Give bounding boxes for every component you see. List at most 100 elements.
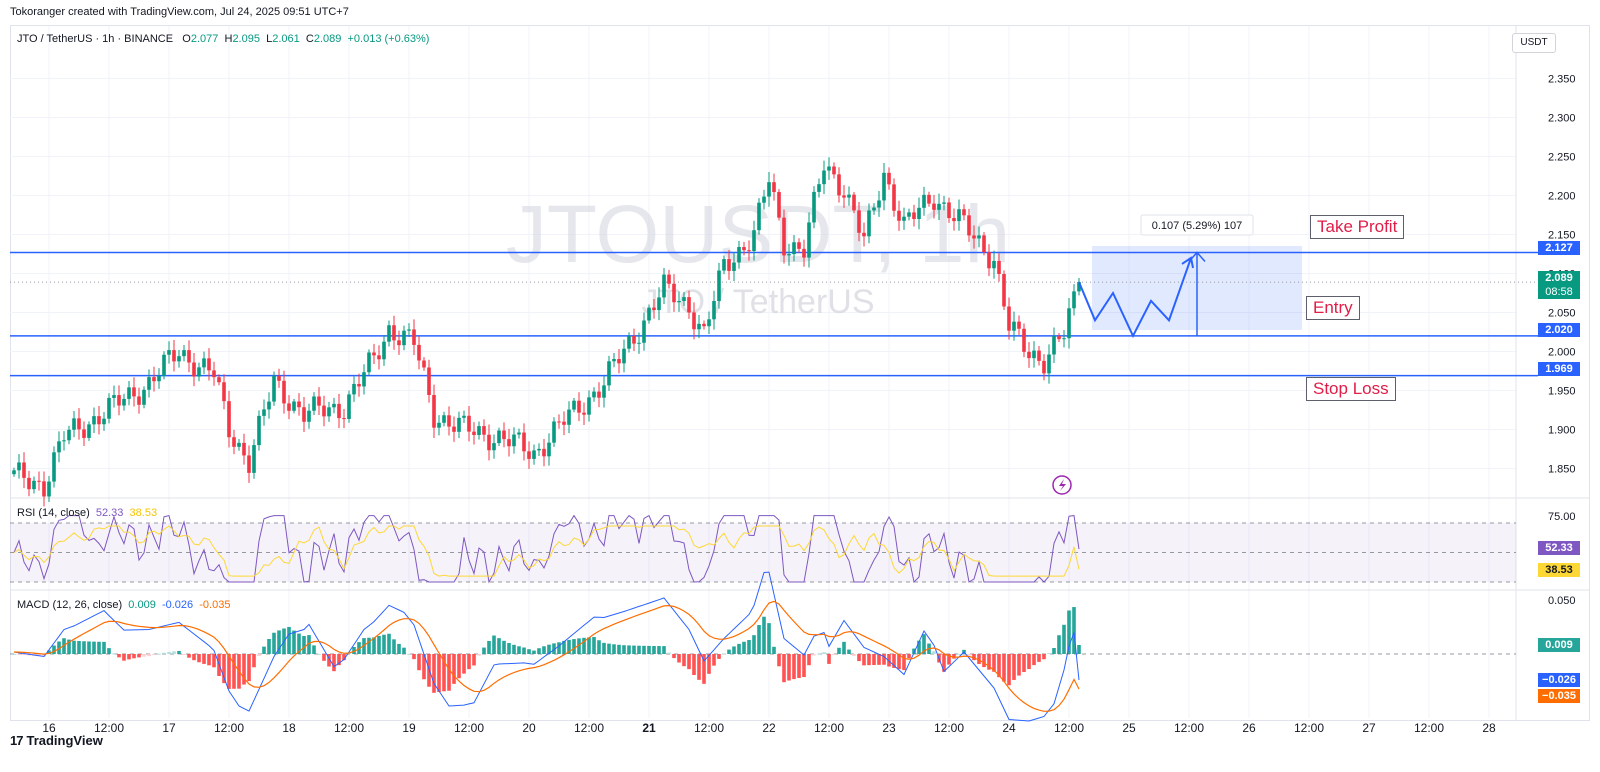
candle [132,387,136,397]
candle [702,323,706,327]
macd-histogram-bar [497,638,501,654]
macd-histogram-bar [817,653,821,655]
macd-histogram-bar [917,640,921,654]
candle [507,439,511,447]
macd-histogram-bar [1002,654,1006,682]
macd-histogram-bar [537,648,541,654]
candle [542,448,546,457]
macd-histogram-bar [47,650,51,654]
macd-histogram-bar [142,654,146,657]
candle [522,432,526,452]
macd-histogram-bar [662,646,666,654]
close-value: 2.089 [313,33,342,45]
macd-histogram-bar [232,654,236,689]
candle [477,426,481,436]
macd-histogram-bar [787,654,791,681]
macd-histogram-bar [562,640,566,654]
measure-text: 0.107 (5.29%) 107 [1152,220,1243,232]
candle [342,418,346,420]
projection-path [1078,251,1206,339]
macd-histogram-bar [17,654,21,655]
candle [612,358,616,362]
macd-histogram-bar [797,654,801,678]
candle [712,301,716,320]
macd-histogram-bar [467,654,471,670]
macd-histogram-bar [52,645,56,654]
candle [217,377,221,383]
macd-histogram-bar [137,654,141,658]
macd-histogram-bar [1067,610,1071,654]
symbol-name[interactable]: JTO / TetherUS · 1h · BINANCE [17,33,174,45]
macd-histogram-bar [207,654,211,666]
candle [322,405,326,417]
candle [697,323,701,330]
macd-histogram-bar [982,654,986,668]
macd-histogram-bar [1027,654,1031,670]
rsi-tag: 52.33 [1538,541,1580,555]
macd-line [13,571,1080,722]
candle [717,270,721,302]
macd-histogram-bar [872,654,876,665]
macd-histogram-bar [72,640,76,654]
candle [472,431,476,436]
time-tick-label: 12:00 [454,721,484,735]
time-tick-label: 12:00 [574,721,604,735]
candle [417,344,421,361]
macd-histogram-bar [1042,654,1046,660]
candle [537,448,541,451]
candle [997,260,1001,274]
macd-histogram-bar [297,633,301,654]
candle [187,350,191,363]
macd-histogram-bar [912,648,916,654]
macd-histogram-bar [812,654,816,656]
candle [567,409,571,425]
macd-histogram-bar [632,645,636,654]
macd-histogram-bar [707,654,711,674]
candle [262,409,266,416]
candle [557,421,561,423]
candle [362,372,366,387]
candle [662,274,666,298]
tradingview-logo[interactable]: 17 TradingView [10,733,103,748]
currency-button[interactable]: USDT [1512,33,1556,53]
macd-histogram-bar [252,654,256,668]
candle [747,250,751,252]
macd-histogram-bar [1057,635,1061,654]
macd-label[interactable]: MACD (12, 26, close) [17,599,123,611]
macd-histogram-bar [792,654,796,680]
candle [797,242,801,249]
time-tick-label: 16 [42,721,56,735]
candle [487,434,491,451]
macd-histogram-bar [312,645,316,654]
take-profit-label: Take Profit [1310,215,1405,239]
candle [152,377,156,382]
macd-histogram-bar [667,652,671,654]
macd-histogram-bar [857,654,861,662]
macd-histogram-bar [342,654,346,661]
macd-histogram-bar [767,623,771,654]
candle [582,412,586,415]
rsi-ma-line [13,525,1080,577]
candle [157,375,161,382]
price-tick-label: 2.150 [1548,230,1576,242]
rsi-label[interactable]: RSI (14, close) [17,507,90,519]
macd-histogram-bar [152,654,156,655]
macd-pane [10,571,1516,722]
macd-histogram-bar [107,648,111,654]
time-tick-label: 12:00 [1174,721,1204,735]
candle [107,397,111,419]
projection-line [1078,257,1192,339]
macd-histogram-bar [392,639,396,654]
macd-histogram-bar [677,654,681,663]
macd-histogram-bar [212,654,216,668]
candle [967,215,971,236]
macd-histogram-bar [877,654,881,665]
candle [1007,306,1011,331]
last-price-tag: 2.089 [1538,271,1580,285]
candle [427,367,431,395]
time-tick-label: 12:00 [1294,721,1324,735]
candle [592,391,596,398]
macd-histogram-bar [842,641,846,654]
candle [832,166,836,175]
